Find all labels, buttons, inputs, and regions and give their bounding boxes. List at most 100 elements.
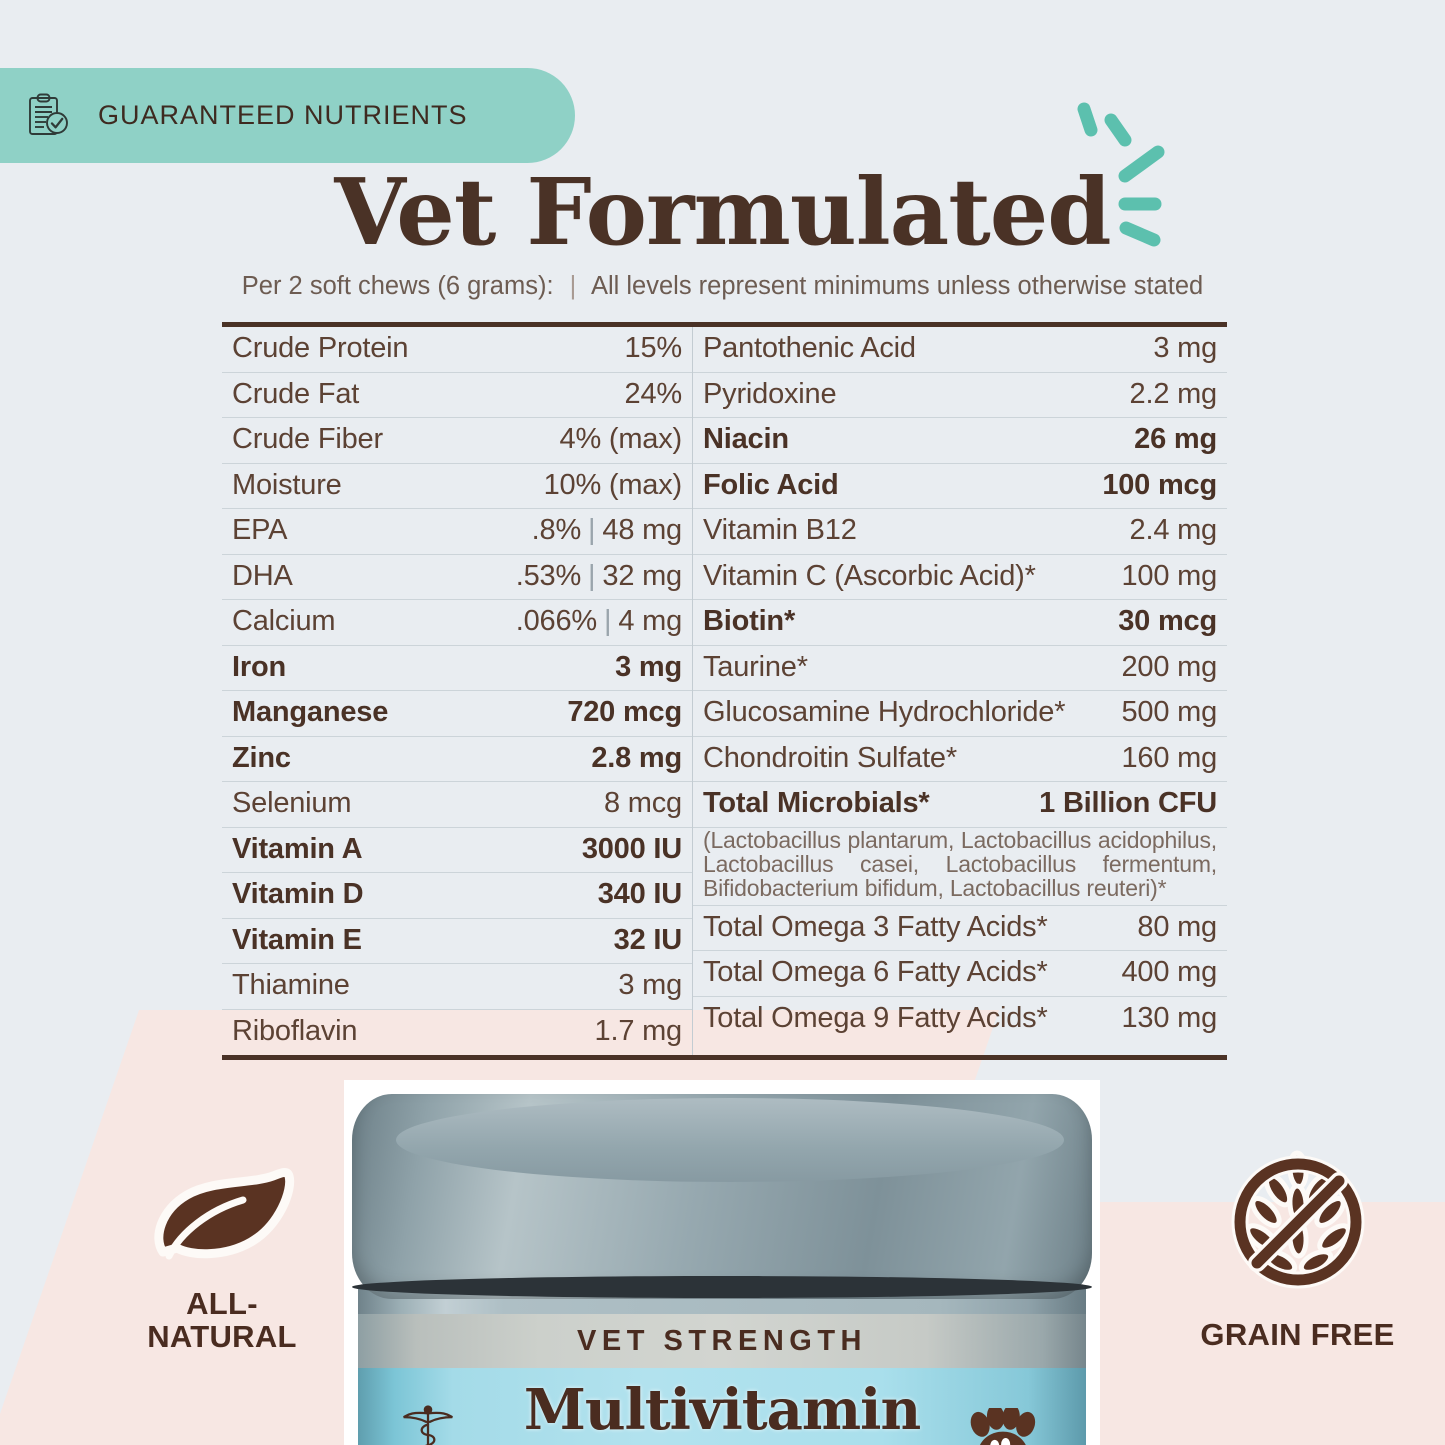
nutrient-row: Taurine* 200 mg — [693, 646, 1227, 691]
nutrient-value: 400 mg — [1121, 956, 1217, 989]
nutrient-row: Vitamin A 3000 IU — [222, 828, 692, 873]
nutrient-name: Thiamine — [232, 969, 350, 1001]
nutrient-value: 500 mg — [1121, 696, 1217, 728]
nutrient-name: Vitamin B12 — [703, 514, 857, 546]
nutrient-value: 3000 IU — [581, 832, 682, 865]
page-title: Vet Formulated — [334, 158, 1111, 266]
title-container: Vet Formulated — [0, 166, 1445, 258]
all-natural-line2: NATURAL — [147, 1319, 297, 1355]
nutrient-name: Total Omega 6 Fatty Acids* — [703, 956, 1048, 989]
nutrient-row: Crude Fiber 4% (max) — [222, 418, 692, 464]
nutrient-value: 1 Billion CFU — [1039, 787, 1217, 819]
no-grain-icon — [1228, 1150, 1368, 1294]
nutrient-name: Biotin* — [703, 605, 796, 637]
nutrient-name: Zinc — [232, 741, 291, 774]
nutrient-row: Total Omega 9 Fatty Acids* 130 mg — [693, 997, 1227, 1043]
nutrient-row: Iron 3 mg — [222, 646, 692, 691]
nutrient-row: Vitamin E 32 IU — [222, 919, 692, 964]
nutrient-name: DHA — [232, 559, 293, 592]
nutrient-value: .066% | 4 mg — [516, 604, 682, 639]
all-natural-badge: ALL- NATURAL — [122, 1160, 322, 1354]
nutrient-name: Glucosamine Hydrochloride* — [703, 696, 1066, 728]
guaranteed-nutrients-badge: GUARANTEED NUTRIENTS — [0, 68, 575, 163]
nutrient-name: Total Microbials* — [703, 787, 930, 819]
vet-strength-label: VET STRENGTH — [577, 1324, 867, 1357]
nutrient-name: Vitamin A — [232, 832, 363, 865]
nutrient-value: 2.4 mg — [1129, 514, 1218, 546]
microbial-strain-line: Bifidobacterium bifidum, Lactobacillus r… — [703, 874, 1167, 901]
nutrient-value: 130 mg — [1121, 1001, 1217, 1034]
nutrient-value: 100 mcg — [1102, 468, 1217, 501]
nutrient-row: Thiamine 3 mg — [222, 964, 692, 1010]
product-name: Multivitamin — [523, 1377, 921, 1443]
nutrient-value-mass: 32 mg — [602, 559, 682, 592]
nutrient-name: Folic Acid — [703, 468, 839, 501]
value-separator: | — [588, 559, 596, 592]
nutrient-name: Crude Protein — [232, 332, 409, 364]
nutrient-name: Vitamin E — [232, 923, 362, 956]
nutrient-row: Total Omega 6 Fatty Acids* 400 mg — [693, 951, 1227, 997]
nutrient-row: Total Microbials* 1 Billion CFU — [693, 782, 1227, 828]
nutrient-name: Chondroitin Sulfate* — [703, 741, 957, 774]
nutrient-name: Manganese — [232, 696, 389, 728]
nutrient-value: 2.2 mg — [1129, 377, 1218, 410]
nutrient-value: 30 mcg — [1118, 605, 1217, 637]
nutrient-value-percent: .066% — [515, 605, 597, 637]
nutrient-name: Riboflavin — [232, 1014, 358, 1047]
nutrient-name: Moisture — [232, 468, 342, 501]
nutrient-value: 200 mg — [1121, 650, 1217, 683]
nutrient-row: Moisture 10% (max) — [222, 464, 692, 509]
nutrient-value: 3 mg — [618, 969, 682, 1001]
microbial-strain-list: (Lactobacillus plantarum, Lactobacillus … — [693, 826, 1227, 906]
nutrient-row: Manganese 720 mcg — [222, 691, 692, 737]
nutrient-value-mass: 4 mg — [618, 605, 682, 637]
nutrient-name: Total Omega 3 Fatty Acids* — [703, 910, 1048, 943]
nutrient-value: 24% — [624, 377, 683, 410]
serving-size-text: Per 2 soft chews (6 grams): — [241, 272, 554, 300]
microbial-strain-line: (Lactobacillus plantarum, Lactobacillus … — [703, 826, 1217, 853]
guaranteed-analysis-table: Crude Protein 15% Crude Fat 24% Crude Fiber 4… — [222, 322, 1227, 1060]
nutrient-row: Pantothenic Acid 3 mg — [693, 327, 1227, 373]
nutrient-row: Riboflavin 1.7 mg — [222, 1010, 692, 1056]
nutrient-value: 3 mg — [1153, 332, 1217, 364]
nutrient-name: Pyridoxine — [703, 377, 837, 410]
nutrient-row: Folic Acid 100 mcg — [693, 464, 1227, 509]
nutrient-value: 26 mg — [1134, 423, 1217, 455]
nutrient-row: EPA .8% | 48 mg — [222, 509, 692, 555]
all-natural-line1: ALL- — [186, 1286, 258, 1321]
nutrient-name: Pantothenic Acid — [703, 332, 916, 364]
jar-lid — [352, 1094, 1092, 1299]
all-natural-label: ALL- NATURAL — [122, 1287, 322, 1354]
subtitle-divider: | — [569, 272, 577, 300]
jar-brand-band: VET STRENGTH — [358, 1314, 1086, 1368]
nutrient-row: Calcium .066% | 4 mg — [222, 600, 692, 646]
nutrient-value: .53% | 32 mg — [516, 559, 682, 594]
nutrient-row: Vitamin C (Ascorbic Acid)* 100 mg — [693, 555, 1227, 600]
microbial-strain-line: Lactobacillus casei, Lactobacillus ferme… — [703, 850, 1217, 877]
table-column-right: Pantothenic Acid 3 mg Pyridoxine 2.2 mg Niac… — [693, 327, 1227, 1055]
nutrient-value: 8 mcg — [604, 787, 682, 819]
value-separator: | — [603, 605, 612, 637]
nutrient-value: 720 mcg — [567, 696, 682, 728]
nutrient-name: Crude Fat — [232, 377, 360, 410]
clipboard-check-icon — [26, 92, 70, 140]
nutrient-name: Taurine* — [703, 650, 808, 683]
minimums-note-text: All levels represent minimums unless oth… — [590, 272, 1204, 300]
nutrient-value: 10% (max) — [543, 468, 683, 501]
nutrient-row: Selenium 8 mcg — [222, 782, 692, 828]
nutrient-value: 32 IU — [613, 923, 683, 956]
leaf-icon — [147, 1168, 297, 1274]
nutrient-value: 1.7 mg — [594, 1014, 683, 1047]
nutrient-row: Zinc 2.8 mg — [222, 737, 692, 782]
nutrient-row: Total Omega 3 Fatty Acids* 80 mg — [693, 906, 1227, 952]
nutrient-row: Chondroitin Sulfate* 160 mg — [693, 737, 1227, 782]
table-top-rule — [222, 322, 1227, 327]
nutrient-row: Pyridoxine 2.2 mg — [693, 373, 1227, 418]
nutrient-row: Crude Protein 15% — [222, 327, 692, 373]
nutrient-row: Vitamin B12 2.4 mg — [693, 509, 1227, 555]
nutrient-value: 2.8 mg — [591, 741, 682, 774]
nutrient-name: Total Omega 9 Fatty Acids* — [703, 1001, 1048, 1034]
nutrient-row: Niacin 26 mg — [693, 418, 1227, 464]
nutrient-name: Niacin — [703, 423, 789, 455]
